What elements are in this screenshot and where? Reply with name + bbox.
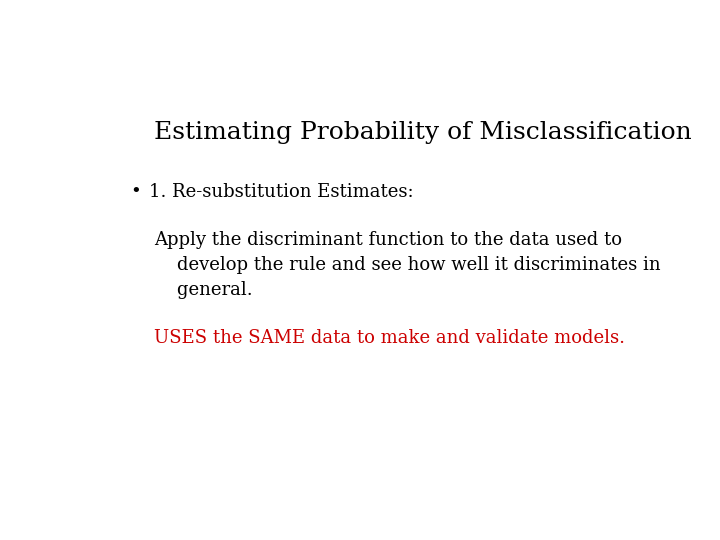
Text: Apply the discriminant function to the data used to
    develop the rule and see: Apply the discriminant function to the d… xyxy=(154,231,661,299)
Text: Estimating Probability of Misclassification: Estimating Probability of Misclassificat… xyxy=(154,121,692,144)
Text: 1. Re-substitution Estimates:: 1. Re-substitution Estimates: xyxy=(148,183,413,201)
Text: •: • xyxy=(130,183,141,201)
Text: USES the SAME data to make and validate models.: USES the SAME data to make and validate … xyxy=(154,329,625,347)
